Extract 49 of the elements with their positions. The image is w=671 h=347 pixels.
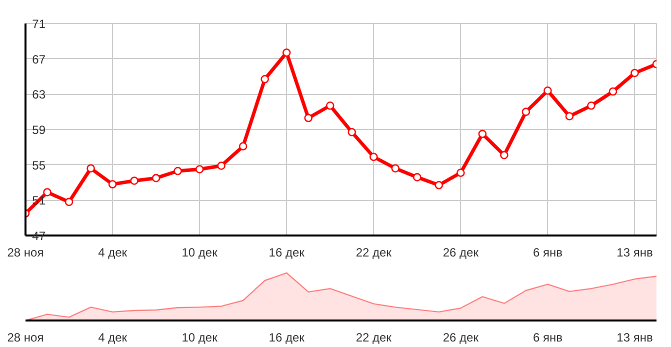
y-tick-label: 63	[32, 88, 46, 102]
point	[630, 68, 639, 78]
x-tick-label: 28 ноя	[7, 330, 44, 344]
x-tick-label: 26 дек	[442, 330, 480, 344]
x-tick-label: 28 ноя	[7, 246, 44, 260]
x-tick-label: 16 дек	[268, 330, 306, 344]
point	[522, 108, 530, 116]
point	[174, 166, 182, 176]
point	[130, 176, 138, 185]
point	[326, 102, 334, 110]
y-tick-label: 67	[32, 52, 46, 66]
point	[348, 128, 356, 136]
point	[217, 162, 226, 170]
y-tick-label: 59	[32, 123, 46, 137]
x-tick-label: 26 дек	[442, 246, 480, 260]
point	[478, 130, 487, 138]
point	[152, 174, 160, 182]
x-tick-label: 22 дек	[356, 246, 392, 260]
x-tick-label: 6 янв	[532, 246, 562, 260]
point	[544, 86, 552, 95]
y-tick-label: 71	[32, 17, 46, 31]
point	[260, 75, 269, 84]
point	[369, 152, 378, 162]
point	[391, 164, 400, 173]
x-tick-label: 6 янв	[532, 330, 562, 344]
x-tick-label: 16 дек	[268, 246, 306, 260]
point	[565, 112, 574, 120]
point	[434, 181, 444, 190]
point	[195, 165, 204, 174]
x-tick-label: 4 дек	[98, 330, 128, 344]
x-tick-label: 13 янв	[616, 246, 653, 260]
point	[43, 188, 52, 196]
point	[108, 180, 117, 188]
point	[64, 198, 74, 206]
point	[304, 114, 313, 122]
point	[86, 164, 95, 173]
x-tick-label: 10 дек	[182, 330, 218, 344]
point	[282, 48, 291, 57]
x-tick-label: 22 дек	[356, 330, 392, 344]
x-tick-label: 4 дек	[98, 246, 128, 260]
point	[456, 168, 465, 177]
point	[238, 142, 248, 150]
point	[413, 173, 422, 182]
point	[500, 150, 508, 160]
point	[587, 102, 596, 110]
x-tick-label: 13 янв	[616, 330, 653, 344]
y-tick-label: 55	[32, 158, 46, 172]
point	[608, 87, 618, 96]
x-tick-label: 10 дек	[182, 246, 218, 260]
